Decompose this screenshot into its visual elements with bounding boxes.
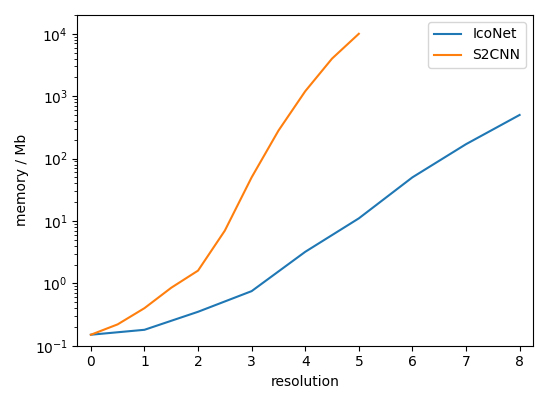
IcoNet — [409, 175, 416, 180]
Line: IcoNet: IcoNet — [91, 115, 520, 335]
S2CNN — [248, 175, 255, 180]
Legend: IcoNet, S2CNN: IcoNet, S2CNN — [428, 22, 526, 68]
S2CNN — [356, 32, 362, 36]
IcoNet — [516, 113, 523, 118]
IcoNet — [195, 309, 201, 314]
S2CNN — [168, 285, 174, 290]
IcoNet — [302, 249, 309, 254]
S2CNN — [221, 228, 228, 233]
IcoNet — [356, 216, 362, 221]
Y-axis label: memory / Mb: memory / Mb — [15, 134, 29, 227]
IcoNet — [248, 289, 255, 294]
Line: S2CNN: S2CNN — [91, 34, 359, 335]
S2CNN — [115, 322, 121, 327]
S2CNN — [275, 128, 282, 133]
IcoNet — [88, 332, 94, 337]
X-axis label: resolution: resolution — [271, 375, 340, 389]
IcoNet — [463, 142, 469, 147]
S2CNN — [141, 306, 148, 311]
S2CNN — [195, 268, 201, 273]
S2CNN — [329, 56, 335, 61]
S2CNN — [88, 332, 94, 337]
IcoNet — [141, 327, 148, 332]
S2CNN — [302, 89, 309, 94]
